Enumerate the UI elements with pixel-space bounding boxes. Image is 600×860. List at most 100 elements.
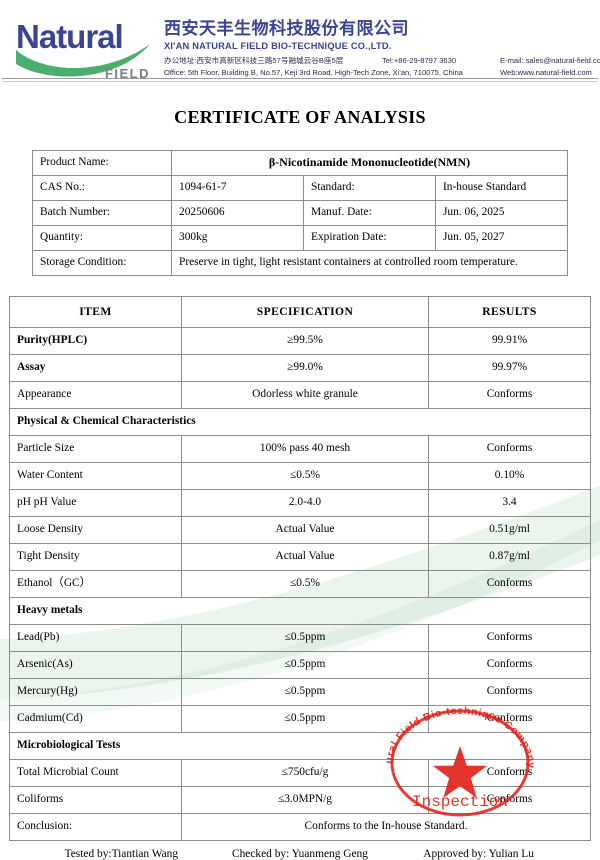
cell-specification: ≤0.5ppm	[181, 624, 429, 652]
cell-specification: Actual Value	[181, 543, 429, 571]
cell-result: Conforms	[428, 678, 591, 706]
table-row-storage: Storage Condition: Preserve in tight, li…	[32, 250, 568, 276]
cell-item: Ethanol（GC）	[9, 570, 182, 598]
cell-specification: ≤0.5ppm	[181, 651, 429, 679]
standard-label: Standard:	[303, 175, 436, 201]
website: Web:www.natural-field.com	[500, 68, 592, 78]
company-name-cn: 西安天丰生物科技股份有限公司	[164, 19, 409, 38]
logo-wordmark: Natural	[16, 18, 124, 55]
cell-result: 3.4	[428, 489, 591, 517]
table-row: Coliforms ≤3.0MPN/g Conforms	[9, 786, 591, 814]
contact-row-primary: 办公地址:西安市高新区科技三路57号融城云谷B座5层 Tel:+86-29-87…	[164, 56, 600, 65]
cell-result: Conforms	[428, 786, 591, 814]
cell-specification: ≤0.5%	[181, 462, 429, 490]
cell-result: Conforms	[428, 381, 591, 409]
cell-result: Conforms	[428, 651, 591, 679]
column-header-results: RESULTS	[428, 296, 591, 328]
cell-item: Arsenic(As)	[9, 651, 182, 679]
column-header-item: ITEM	[9, 296, 182, 328]
cell-result: Conforms	[428, 435, 591, 463]
cell-result: 0.51g/ml	[428, 516, 591, 544]
cell-specification: 2.0-4.0	[181, 489, 429, 517]
table-section-row: Microbiological Tests	[9, 732, 591, 760]
email: E-mail: sales@natural-field.com	[500, 55, 600, 65]
cell-specification: Odorless white granule	[181, 381, 429, 409]
conclusion-label: Conclusion:	[9, 813, 182, 841]
cell-item: Tight Density	[9, 543, 182, 571]
conclusion-value: Conforms to the In-house Standard.	[181, 813, 591, 841]
section-title: Physical & Chemical Characteristics	[9, 408, 591, 436]
storage-value: Preserve in tight, light resistant conta…	[171, 250, 568, 276]
analysis-results-table: ITEM SPECIFICATION RESULTS Purity(HPLC) ≥99.…	[9, 296, 591, 841]
cell-specification: ≤0.5%	[181, 570, 429, 598]
cell-result: 0.10%	[428, 462, 591, 490]
tested-by: Tested by:Tiantian Wang	[64, 848, 179, 860]
table-section-row: Heavy metals	[9, 597, 591, 625]
table-row: Ethanol（GC） ≤0.5% Conforms	[9, 570, 591, 598]
table-row: Water Content ≤0.5% 0.10%	[9, 462, 591, 490]
cell-item: Lead(Pb)	[9, 624, 182, 652]
batch-label: Batch Number:	[32, 200, 172, 226]
cell-item: Appearance	[9, 381, 182, 409]
expiration-date-value: Jun. 05, 2027	[435, 225, 568, 251]
table-row: Purity(HPLC) ≥99.5% 99.91%	[9, 327, 591, 355]
table-row: Mercury(Hg) ≤0.5ppm Conforms	[9, 678, 591, 706]
cell-result: 0.87g/ml	[428, 543, 591, 571]
expiration-date-label: Expiration Date:	[303, 225, 436, 251]
cell-item: pH pH Value	[9, 489, 182, 517]
quantity-value: 300kg	[171, 225, 304, 251]
quantity-label: Quantity:	[32, 225, 172, 251]
cell-item: Total Microbial Count	[9, 759, 182, 787]
cell-specification: ≤3.0MPN/g	[181, 786, 429, 814]
table-row-cas: CAS No.: 1094-61-7 Standard: In-house St…	[32, 175, 568, 201]
address-en: Office: 5th Floor, Building B, No.57, Ke…	[164, 68, 463, 78]
company-identity: 西安天丰生物科技股份有限公司 XI'AN NATURAL FIELD BIO-T…	[154, 18, 600, 78]
header-divider	[2, 78, 598, 82]
cell-item: Loose Density	[9, 516, 182, 544]
cell-item: Coliforms	[9, 786, 182, 814]
table-row: pH pH Value 2.0-4.0 3.4	[9, 489, 591, 517]
cell-item: Mercury(Hg)	[9, 678, 182, 706]
cell-item: Water Content	[9, 462, 182, 490]
table-row: Cadmium(Cd) ≤0.5ppm Conforms	[9, 705, 591, 733]
table-row: Lead(Pb) ≤0.5ppm Conforms	[9, 624, 591, 652]
table-row-conclusion: Conclusion: Conforms to the In-house Stan…	[9, 813, 591, 841]
approved-by: Approved by: Yulian Lu	[423, 848, 534, 860]
table-row: Tight Density Actual Value 0.87g/ml	[9, 543, 591, 571]
cell-result: Conforms	[428, 570, 591, 598]
cell-result: 99.91%	[428, 327, 591, 355]
address-cn: 办公地址:西安市高新区科技三路57号融城云谷B座5层	[164, 55, 344, 65]
table-row: Total Microbial Count ≤750cfu/g Conforms	[9, 759, 591, 787]
logo-swoosh-icon	[16, 44, 150, 77]
company-name-en: XI'AN NATURAL FIELD BIO-TECHNIQUE CO.,LT…	[164, 40, 392, 51]
contact-row-secondary: Office: 5th Floor, Building B, No.57, Ke…	[164, 68, 600, 77]
cell-item: Assay	[9, 354, 182, 382]
batch-value: 20250606	[171, 200, 304, 226]
product-name-label: Product Name:	[32, 150, 172, 176]
table-row: Assay ≥99.0% 99.97%	[9, 354, 591, 382]
company-logo: Natural FIELD	[14, 18, 154, 80]
table-row: Arsenic(As) ≤0.5ppm Conforms	[9, 651, 591, 679]
letterhead: Natural FIELD 西安天丰生物科技股份有限公司 XI'AN NATUR…	[0, 0, 600, 80]
cell-result: Conforms	[428, 624, 591, 652]
product-name-value: β-Nicotinamide Mononucleotide(NMN)	[171, 150, 568, 176]
table-row: Appearance Odorless white granule Conforms	[9, 381, 591, 409]
checked-by: Checked by: Yuanmeng Geng	[232, 848, 368, 860]
cell-item: Particle Size	[9, 435, 182, 463]
cas-label: CAS No.:	[32, 175, 172, 201]
cell-item: Cadmium(Cd)	[9, 705, 182, 733]
cell-specification: ≥99.0%	[181, 354, 429, 382]
manuf-date-value: Jun. 06, 2025	[435, 200, 568, 226]
table-row-batch: Batch Number: 20250606 Manuf. Date: Jun.…	[32, 200, 568, 226]
table-row-product-name: Product Name: β-Nicotinamide Mononucleot…	[32, 150, 568, 176]
cell-specification: 100% pass 40 mesh	[181, 435, 429, 463]
logo-field-text: FIELD	[104, 66, 150, 81]
manuf-date-label: Manuf. Date:	[303, 200, 436, 226]
product-info-table: Product Name: β-Nicotinamide Mononucleot…	[32, 150, 568, 276]
signature-row: Tested by:Tiantian Wang Checked by: Yuan…	[32, 848, 568, 860]
table-row: Particle Size 100% pass 40 mesh Conforms	[9, 435, 591, 463]
page-title: CERTIFICATE OF ANALYSIS	[174, 107, 426, 127]
table-section-row: Physical & Chemical Characteristics	[9, 408, 591, 436]
cell-specification: ≤0.5ppm	[181, 705, 429, 733]
